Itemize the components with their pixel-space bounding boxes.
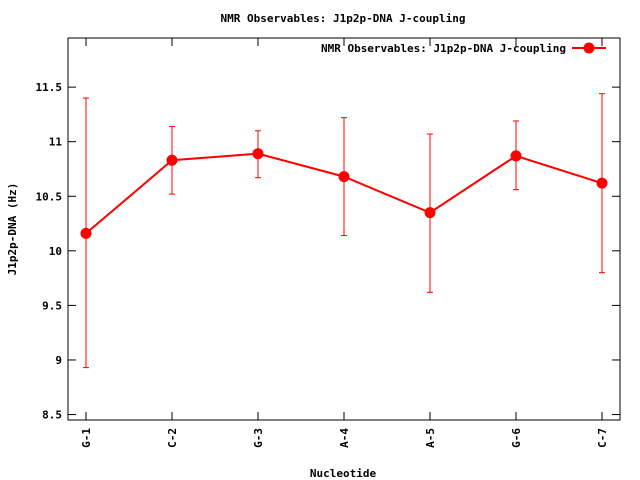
y-tick-label: 9.5 — [42, 299, 62, 312]
data-point — [252, 148, 264, 160]
x-tick-label: G-1 — [80, 428, 93, 448]
data-point — [80, 227, 92, 239]
data-point — [424, 207, 436, 219]
data-point — [338, 171, 350, 183]
x-axis-label: Nucleotide — [310, 467, 377, 480]
y-tick-label: 10 — [49, 245, 62, 258]
y-tick-label: 9 — [55, 354, 62, 367]
y-axis-label: J1p2p-DNA (Hz) — [6, 183, 19, 276]
y-tick-label: 10.5 — [36, 190, 63, 203]
x-tick-label: C-2 — [166, 428, 179, 448]
legend-marker — [583, 42, 595, 54]
x-axis: G-1 C-2 G-3 A-4 A-5 G-6 C-7 — [80, 38, 609, 448]
series-layer — [80, 93, 608, 369]
data-point — [510, 150, 522, 162]
legend: NMR Observables: J1p2p-DNA J-coupling — [321, 42, 606, 55]
legend-label: NMR Observables: J1p2p-DNA J-coupling — [321, 42, 566, 55]
x-tick-label: G-6 — [510, 428, 523, 448]
chart-title: NMR Observables: J1p2p-DNA J-coupling — [220, 12, 465, 25]
x-tick-label: A-4 — [338, 428, 351, 448]
data-point — [596, 177, 608, 189]
data-point — [166, 154, 178, 166]
y-tick-label: 8.5 — [42, 409, 62, 422]
y-axis: 8.5 9 9.5 10 10.5 11 11.5 — [36, 81, 620, 422]
y-tick-label: 11.5 — [36, 81, 63, 94]
y-tick-label: 11 — [49, 136, 63, 149]
x-tick-label: C-7 — [596, 428, 609, 448]
x-tick-label: G-3 — [252, 428, 265, 448]
x-tick-label: A-5 — [424, 428, 437, 448]
